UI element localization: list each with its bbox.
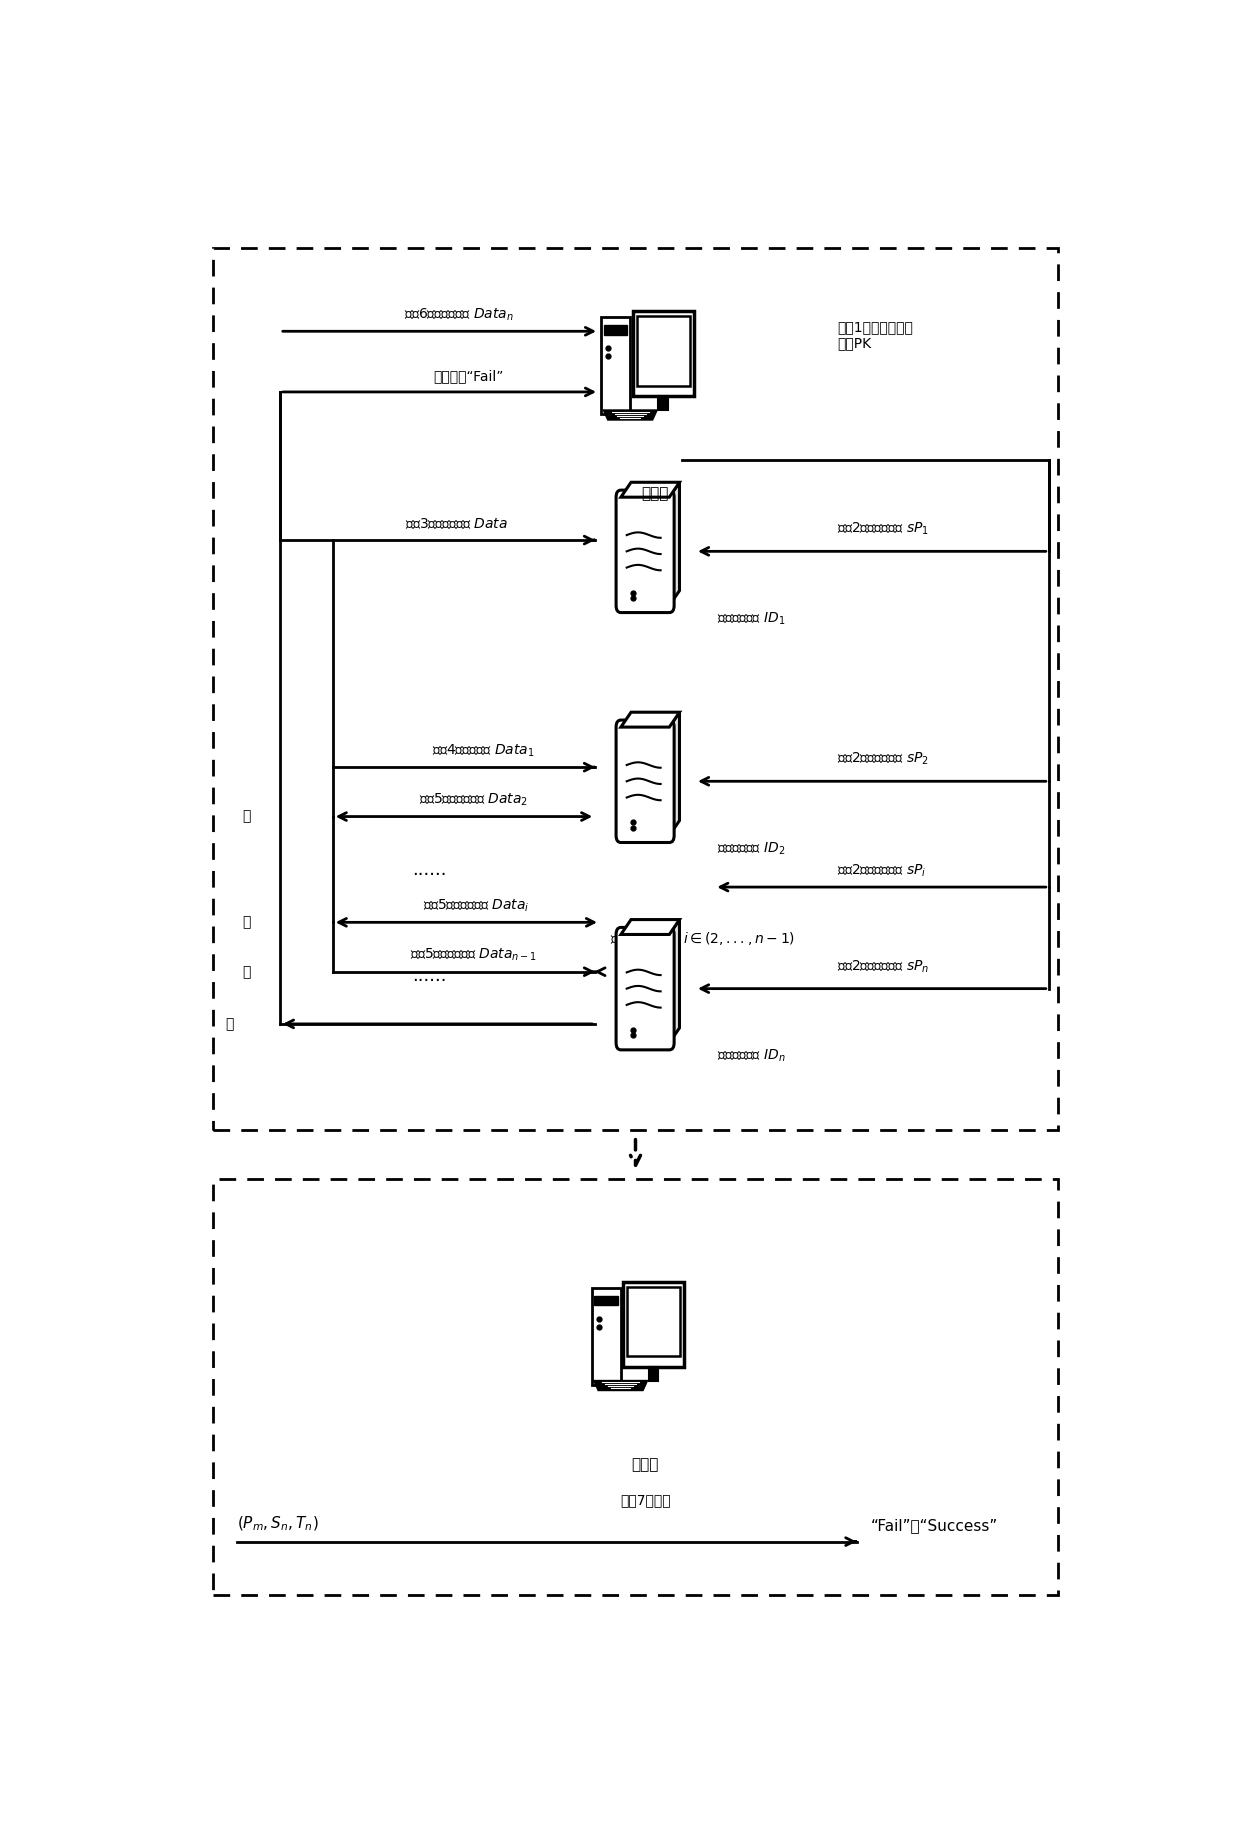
Text: $(P_m, S_n, T_n)$: $(P_m, S_n, T_n)$ [237, 1515, 319, 1533]
Text: 步骤2：分发秘密值 $sP_1$: 步骤2：分发秘密值 $sP_1$ [837, 520, 929, 537]
Text: 步骤3：发出数据包 $Data$: 步骤3：发出数据包 $Data$ [405, 517, 508, 531]
FancyBboxPatch shape [616, 927, 675, 1050]
Polygon shape [604, 410, 657, 420]
Text: ......: ...... [412, 967, 446, 986]
Text: “Fail”或“Success”: “Fail”或“Success” [870, 1519, 998, 1533]
Text: 步骤2：分发秘密值 $sP_n$: 步骤2：分发秘密值 $sP_n$ [837, 958, 930, 975]
Polygon shape [621, 482, 680, 496]
Text: 步骤5：发出数据包 $Data_2$: 步骤5：发出数据包 $Data_2$ [419, 791, 528, 808]
Text: 步骤4发出数据包 $Data_1$: 步骤4发出数据包 $Data_1$ [432, 742, 534, 758]
Polygon shape [670, 482, 680, 606]
Text: ......: ...... [412, 861, 446, 879]
Bar [624, 1282, 684, 1367]
Text: 或: 或 [224, 1017, 233, 1031]
FancyBboxPatch shape [616, 491, 675, 612]
Bar [649, 1367, 658, 1381]
Text: 步骤1：生成并公布
公鑰PK: 步骤1：生成并公布 公鑰PK [837, 321, 913, 350]
Text: 步骤2：分发秘密值 $sP_i$: 步骤2：分发秘密值 $sP_i$ [837, 863, 926, 879]
Text: 认证失败“Fail”: 认证失败“Fail” [433, 370, 503, 383]
Text: 初始网络设备 $ID_1$: 初始网络设备 $ID_1$ [717, 610, 786, 627]
Text: 步骤5：发出数据包 $Data_i$: 步骤5：发出数据包 $Data_i$ [423, 898, 529, 914]
Text: 末端网络设备 $ID_n$: 末端网络设备 $ID_n$ [717, 1048, 786, 1064]
Text: 控制器: 控制器 [631, 1456, 658, 1471]
Bar [591, 1288, 620, 1385]
Bar [213, 1180, 1058, 1596]
Bar [594, 1295, 618, 1306]
Text: 步骤2：分发秘密值 $sP_2$: 步骤2：分发秘密值 $sP_2$ [837, 751, 929, 768]
Bar [601, 317, 630, 414]
Polygon shape [594, 1381, 647, 1390]
Polygon shape [670, 920, 680, 1042]
Bar [658, 396, 668, 410]
Text: 或: 或 [242, 916, 250, 929]
Polygon shape [670, 713, 680, 835]
Polygon shape [621, 713, 680, 727]
Bar [632, 311, 693, 396]
Bar [604, 326, 627, 335]
FancyBboxPatch shape [616, 720, 675, 843]
Text: 步骤6：发出数据包 $Data_n$: 步骤6：发出数据包 $Data_n$ [404, 306, 513, 322]
Polygon shape [621, 920, 680, 934]
Bar [213, 247, 1058, 1130]
Text: 步骤5：发出数据包 $Data_{n-1}$: 步骤5：发出数据包 $Data_{n-1}$ [410, 947, 537, 964]
Bar [627, 1288, 681, 1356]
Text: 或: 或 [242, 965, 250, 978]
Bar [636, 317, 689, 385]
Text: 步骤7：验证: 步骤7：验证 [620, 1493, 671, 1508]
Text: 或: 或 [242, 810, 250, 824]
Text: 中间网络设备 $ID_2$: 中间网络设备 $ID_2$ [717, 841, 785, 857]
Text: 控制器: 控制器 [641, 487, 668, 502]
Text: 中间网络设备 $ID_i$, $i\in(2,...,n-1)$: 中间网络设备 $ID_i$, $i\in(2,...,n-1)$ [610, 931, 795, 949]
